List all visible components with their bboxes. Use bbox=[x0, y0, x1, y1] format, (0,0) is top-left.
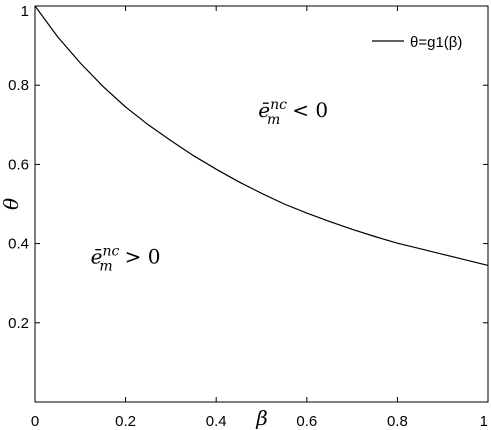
x-tick-label: 0 bbox=[31, 413, 39, 430]
x-tick-label: 0.8 bbox=[387, 413, 408, 430]
x-tick-label: 0.6 bbox=[296, 413, 317, 430]
plot-area bbox=[34, 5, 489, 403]
series-line-g1 bbox=[34, 5, 489, 266]
y-tick-label: 0.6 bbox=[8, 156, 29, 173]
annotation-relation: > 0 bbox=[125, 244, 161, 268]
annotation-sub: m bbox=[267, 112, 280, 128]
annotation-base: ē bbox=[258, 98, 270, 122]
annotation-sup: nc bbox=[270, 97, 287, 113]
annotation-base: ē bbox=[91, 244, 103, 268]
x-tick-label: 1 bbox=[480, 413, 488, 430]
y-tick-label: 0.4 bbox=[8, 236, 29, 253]
x-axis-label: β bbox=[255, 406, 268, 430]
y-axis-label: θ bbox=[0, 198, 23, 210]
y-tick-label: 1 bbox=[21, 3, 29, 20]
x-tick-label: 0.4 bbox=[206, 413, 227, 430]
y-axis-ticks: 0.2 0.4 0.6 0.8 1 bbox=[8, 3, 488, 332]
x-tick-label: 0.2 bbox=[115, 413, 136, 430]
y-tick-label: 0.8 bbox=[8, 77, 29, 94]
legend: θ=g1(β) bbox=[372, 34, 462, 51]
x-axis-ticks: 0 0.2 0.4 0.6 0.8 1 bbox=[31, 6, 489, 430]
annotation-sub: m bbox=[99, 258, 112, 274]
region-annotation-1: ēnc m < 0 bbox=[258, 97, 328, 128]
region-annotation-2: ēnc m > 0 bbox=[91, 243, 161, 274]
legend-text: θ=g1(β) bbox=[410, 34, 462, 51]
annotation-relation: < 0 bbox=[292, 98, 328, 122]
annotation-sup: nc bbox=[103, 243, 120, 259]
y-tick-label: 0.2 bbox=[8, 315, 29, 332]
